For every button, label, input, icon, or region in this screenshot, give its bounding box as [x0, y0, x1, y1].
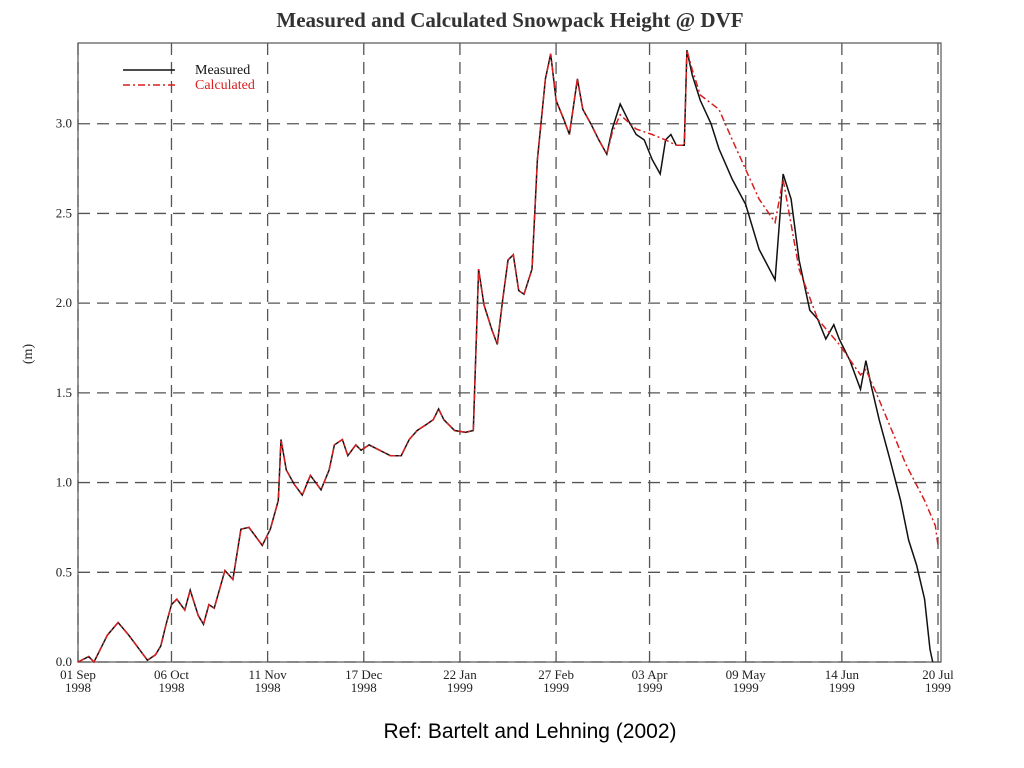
x-tick-label: 1999 — [925, 680, 951, 695]
x-tick-label: 01 Sep — [60, 667, 96, 682]
x-tick-label: 14 Jun — [825, 667, 860, 682]
y-axis-label: (m) — [21, 344, 36, 365]
y-tick-label: 1.5 — [56, 385, 72, 400]
x-tick-label: 20 Jul — [922, 667, 954, 682]
y-tick-label: 2.5 — [56, 205, 72, 220]
y-tick-label: 1.0 — [56, 475, 72, 490]
x-tick-label: 1999 — [447, 680, 473, 695]
y-tick-label: 0.0 — [56, 654, 72, 669]
x-tick-label: 22 Jan — [443, 667, 477, 682]
x-tick-label: 1999 — [543, 680, 569, 695]
y-tick-label: 0.5 — [56, 564, 72, 579]
plot-frame — [77, 42, 942, 663]
x-tick-label: 1998 — [255, 680, 281, 695]
x-tick-label: 03 Apr — [632, 667, 668, 682]
x-tick-label: 1998 — [158, 680, 184, 695]
x-tick-label: 11 Nov — [249, 667, 288, 682]
legend-label: Measured — [195, 63, 250, 78]
y-tick-label: 3.0 — [56, 116, 72, 131]
x-tick-label: 09 May — [726, 667, 767, 682]
x-tick-label: 1998 — [351, 680, 377, 695]
x-tick-label: 17 Dec — [345, 667, 382, 682]
x-tick-label: 1999 — [637, 680, 663, 695]
y-tick-label: 2.0 — [56, 295, 72, 310]
chart-title: Measured and Calculated Snowpack Height … — [276, 8, 743, 32]
x-tick-label: 06 Oct — [154, 667, 189, 682]
data-line — [77, 50, 939, 664]
x-tick-label: 27 Feb — [538, 667, 574, 682]
legend-label: Calculated — [195, 78, 255, 93]
x-tick-label: 1999 — [829, 680, 855, 695]
x-tick-label: 1998 — [65, 680, 91, 695]
x-tick-label: 1999 — [733, 680, 759, 695]
data-line — [77, 50, 934, 664]
caption: Ref: Bartelt and Lehning (2002) — [383, 720, 676, 743]
